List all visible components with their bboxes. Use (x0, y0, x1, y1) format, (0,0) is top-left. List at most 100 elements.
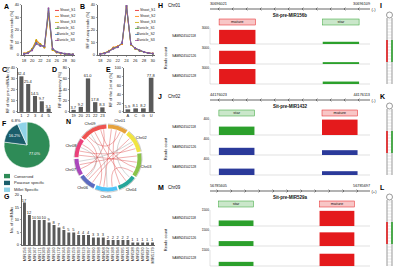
svg-text:M: M (158, 184, 164, 191)
svg-text:12: 12 (27, 210, 32, 215)
svg-text:Chr01: Chr01 (114, 118, 126, 123)
svg-text:N: N (66, 118, 71, 125)
svg-text:3.7: 3.7 (70, 105, 76, 110)
svg-text:2: 2 (107, 235, 110, 240)
svg-text:20: 20 (11, 87, 16, 92)
svg-text:Panicle_S1: Panicle_S1 (137, 26, 155, 30)
svg-text:MIR172: MIR172 (56, 246, 61, 261)
svg-text:MIR160: MIR160 (51, 246, 56, 261)
svg-text:20: 20 (91, 27, 96, 32)
svg-text:20: 20 (107, 58, 112, 63)
svg-text:20: 20 (15, 27, 20, 32)
svg-text:Chr07: Chr07 (65, 167, 77, 172)
svg-text:6: 6 (62, 225, 65, 230)
svg-text:80: 80 (63, 65, 68, 70)
svg-text:400: 400 (203, 137, 209, 141)
svg-text:MIR398: MIR398 (96, 246, 101, 261)
svg-text:40: 40 (15, 2, 20, 7)
svg-text:4: 4 (82, 230, 85, 235)
svg-text:MIR529: MIR529 (135, 246, 140, 261)
svg-text:mature: mature (231, 19, 244, 24)
svg-text:2: 2 (112, 235, 115, 240)
svg-text:Chr09: Chr09 (85, 121, 97, 126)
svg-text:3.1: 3.1 (45, 104, 51, 109)
svg-text:RF of the 1st nt (%): RF of the 1st nt (%) (108, 72, 113, 107)
svg-text:No. of miRNAs: No. of miRNAs (9, 207, 14, 233)
svg-text:18: 18 (22, 58, 27, 63)
svg-text:8.2: 8.2 (140, 103, 146, 108)
svg-text:2: 2 (27, 113, 30, 118)
svg-text:star: star (338, 19, 345, 24)
svg-text:3: 3 (102, 232, 105, 237)
svg-text:1: 1 (20, 113, 23, 118)
svg-text:mature: mature (334, 110, 347, 115)
svg-text:MIR162: MIR162 (106, 246, 111, 261)
svg-text:10: 10 (15, 217, 20, 222)
svg-text:SAMN24502126: SAMN24502126 (172, 54, 196, 58)
svg-text:28: 28 (63, 58, 68, 63)
svg-text:4: 4 (77, 230, 80, 235)
svg-text:Panicle_S2: Panicle_S2 (57, 32, 75, 36)
svg-text:3: 3 (92, 232, 95, 237)
svg-text:10: 10 (32, 215, 37, 220)
svg-text:MIR827: MIR827 (145, 246, 150, 261)
svg-text:3000: 3000 (202, 26, 210, 30)
svg-text:30: 30 (151, 58, 156, 63)
svg-text:Reads count: Reads count (163, 137, 168, 160)
svg-text:80: 80 (117, 74, 122, 79)
svg-text:5: 5 (67, 227, 70, 232)
svg-text:30: 30 (11, 76, 16, 81)
svg-text:0: 0 (93, 52, 96, 57)
svg-text:2: 2 (117, 235, 120, 240)
svg-text:0: 0 (17, 52, 20, 57)
svg-text:SAMN24502128: SAMN24502128 (172, 74, 196, 78)
svg-text:(+): (+) (372, 189, 378, 194)
svg-text:Shoot_S2: Shoot_S2 (140, 14, 155, 18)
svg-text:26: 26 (133, 58, 138, 63)
svg-text:Shoot_S2: Shoot_S2 (60, 14, 75, 18)
svg-text:MIR390: MIR390 (91, 246, 96, 261)
svg-text:8.3: 8.3 (99, 102, 105, 107)
svg-text:Chr04: Chr04 (126, 187, 138, 192)
svg-text:28: 28 (142, 58, 147, 63)
svg-text:1: 1 (141, 237, 144, 242)
svg-text:5: 5 (17, 230, 20, 235)
svg-text:Panicle_S3: Panicle_S3 (57, 38, 75, 42)
svg-text:Panicle_S2: Panicle_S2 (137, 32, 155, 36)
svg-text:SAMN24502118: SAMN24502118 (172, 34, 196, 38)
svg-text:MIR156: MIR156 (22, 246, 27, 261)
svg-text:U: U (150, 113, 153, 118)
svg-text:RF of clean reads (%): RF of clean reads (%) (9, 10, 14, 50)
svg-text:4: 4 (87, 230, 90, 235)
svg-text:MIR408: MIR408 (101, 246, 106, 261)
svg-text:RF of frequency (%): RF of frequency (%) (57, 71, 62, 107)
svg-text:8.1: 8.1 (132, 103, 138, 108)
svg-text:21: 21 (86, 113, 91, 118)
svg-text:10: 10 (15, 40, 20, 45)
svg-text:MIR395: MIR395 (120, 246, 125, 261)
svg-text:23: 23 (100, 113, 105, 118)
svg-text:1500: 1500 (202, 208, 210, 212)
svg-text:G: G (142, 113, 145, 118)
svg-text:20: 20 (63, 98, 68, 103)
svg-text:32.4: 32.4 (17, 71, 26, 76)
svg-text:1: 1 (146, 237, 149, 242)
svg-text:400: 400 (203, 157, 209, 161)
svg-text:H: H (158, 2, 163, 9)
svg-text:14.5: 14.5 (31, 91, 40, 96)
svg-text:40: 40 (117, 92, 122, 97)
svg-text:MIR169: MIR169 (41, 246, 46, 261)
svg-text:77.0%: 77.0% (29, 151, 41, 156)
svg-text:MIR166: MIR166 (27, 246, 32, 261)
svg-text:30: 30 (91, 15, 96, 20)
svg-text:44176023: 44176023 (210, 93, 227, 97)
svg-text:star: star (233, 110, 240, 115)
svg-text:100: 100 (114, 65, 121, 70)
svg-text:20: 20 (117, 101, 122, 106)
svg-text:Reads count: Reads count (163, 46, 168, 69)
svg-text:MIR159: MIR159 (71, 246, 76, 261)
svg-text:25.4: 25.4 (24, 79, 33, 84)
svg-text:A: A (127, 113, 130, 118)
svg-text:0: 0 (119, 109, 122, 114)
svg-text:16.2%: 16.2% (9, 133, 21, 138)
